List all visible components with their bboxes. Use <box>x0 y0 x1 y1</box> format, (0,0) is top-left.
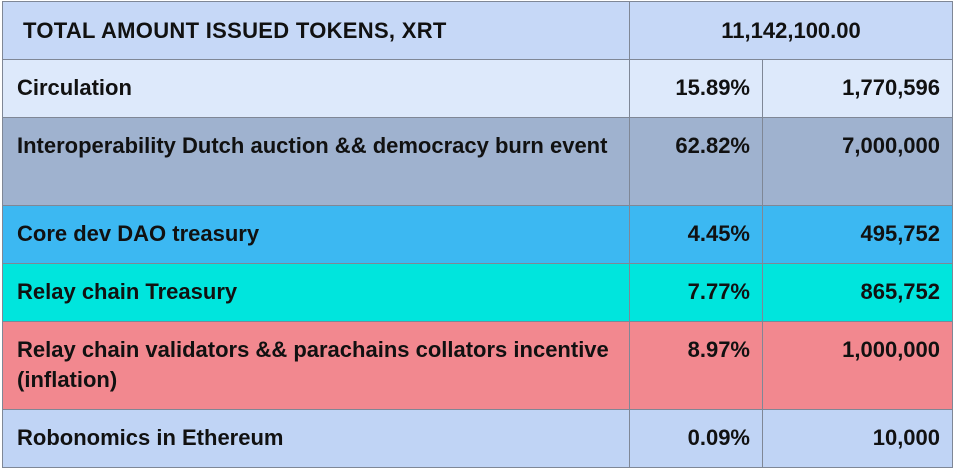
row-amount: 865,752 <box>761 263 954 322</box>
row-label-validators-incentive: Relay chain validators && parachains col… <box>2 321 630 410</box>
table-row: Relay chain Treasury 7.77% 865,752 <box>2 263 954 322</box>
row-amount: 1,000,000 <box>761 321 954 410</box>
row-label-dutch-auction: Interoperability Dutch auction && democr… <box>2 117 630 206</box>
row-amount: 495,752 <box>761 205 954 264</box>
row-amount: 7,000,000 <box>761 117 954 206</box>
table-row: Interoperability Dutch auction && democr… <box>2 117 954 206</box>
row-percent: 0.09% <box>629 409 763 468</box>
total-issued-label: TOTAL AMOUNT ISSUED TOKENS, XRT <box>2 1 630 60</box>
row-percent: 4.45% <box>629 205 763 264</box>
total-issued-value: 11,142,100.00 <box>628 1 954 60</box>
row-label-relay-treasury: Relay chain Treasury <box>2 263 630 322</box>
table-row: Core dev DAO treasury 4.45% 495,752 <box>2 205 954 264</box>
table-row: Relay chain validators && parachains col… <box>2 321 954 410</box>
row-label-core-dev-dao: Core dev DAO treasury <box>2 205 630 264</box>
row-percent: 7.77% <box>629 263 763 322</box>
row-label-robonomics-ethereum: Robonomics in Ethereum <box>2 409 630 468</box>
row-percent: 8.97% <box>629 321 763 410</box>
table-row: Circulation 15.89% 1,770,596 <box>2 59 954 118</box>
row-amount: 1,770,596 <box>761 59 954 118</box>
row-percent: 15.89% <box>629 59 763 118</box>
row-amount: 10,000 <box>761 409 954 468</box>
row-label-circulation: Circulation <box>2 59 630 118</box>
table-header-row: TOTAL AMOUNT ISSUED TOKENS, XRT 11,142,1… <box>2 1 954 60</box>
table-row: Robonomics in Ethereum 0.09% 10,000 <box>2 409 954 468</box>
row-percent: 62.82% <box>629 117 763 206</box>
